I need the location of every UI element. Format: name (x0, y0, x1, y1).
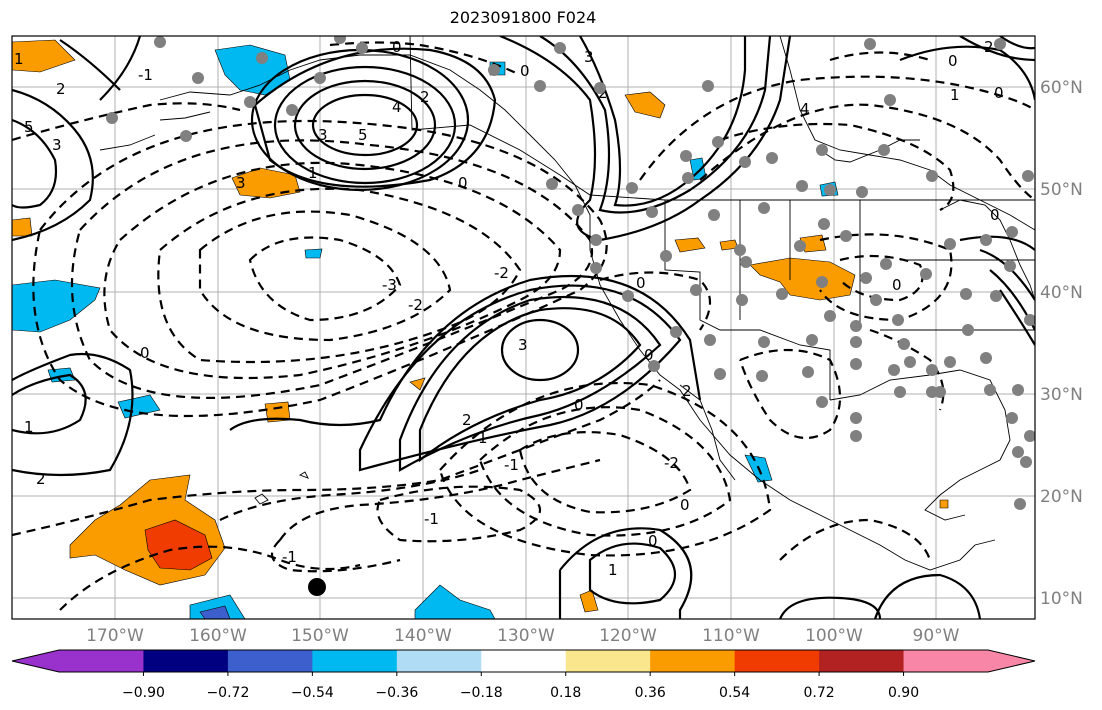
svg-text:0: 0 (990, 206, 1000, 224)
svg-text:3: 3 (236, 174, 246, 192)
colorbar-segment (312, 650, 398, 672)
lon-label: 160°W (189, 626, 247, 646)
lat-label: 10°N (1040, 589, 1083, 609)
colorbar-segment (734, 650, 820, 672)
svg-text:-2: -2 (408, 296, 423, 314)
shaded-anomalies (12, 39, 949, 619)
map-panel: 0 5 4 3 2 0 3 1 0 3 2 -3 -2 -2 3 2 1 0 -… (12, 36, 1035, 619)
colorbar-extend-high (988, 650, 1035, 672)
colorbar-segment (903, 650, 989, 672)
lat-label: 40°N (1040, 283, 1083, 303)
svg-text:0: 0 (392, 38, 402, 56)
svg-text:2: 2 (984, 38, 994, 56)
svg-text:2: 2 (462, 411, 472, 429)
svg-text:4: 4 (392, 98, 402, 116)
colorbar-outline (11, 649, 1036, 673)
svg-text:0: 0 (520, 62, 530, 80)
colorbar-segment (650, 650, 736, 672)
svg-text:0: 0 (644, 346, 654, 364)
svg-text:1: 1 (24, 418, 34, 436)
colorbar-segment (143, 650, 229, 672)
map-frame (11, 35, 1036, 620)
lon-label: 170°W (86, 626, 144, 646)
svg-text:3: 3 (518, 336, 528, 354)
colorbar-extend-low (12, 650, 59, 672)
colorbar-segment (819, 650, 905, 672)
colorbar-tick-label: −0.72 (206, 685, 249, 701)
svg-text:-1: -1 (282, 548, 297, 566)
station-markers (106, 36, 1035, 510)
colorbar-segment (227, 650, 313, 672)
svg-text:1: 1 (950, 86, 960, 104)
svg-text:-1: -1 (504, 456, 519, 474)
lon-label: 150°W (291, 626, 349, 646)
svg-text:2: 2 (56, 80, 66, 98)
svg-text:3: 3 (318, 126, 328, 144)
negative-contours (12, 41, 1035, 611)
lon-label: 120°W (599, 626, 657, 646)
svg-text:0: 0 (948, 52, 958, 70)
colorbar-tick-label: 0.72 (804, 685, 835, 701)
lon-label: 140°W (394, 626, 452, 646)
lon-label: 130°W (497, 626, 555, 646)
svg-text:-1: -1 (424, 510, 439, 528)
lat-label: 50°N (1040, 180, 1083, 200)
svg-text:0: 0 (574, 396, 584, 414)
svg-text:-2: -2 (494, 264, 509, 282)
svg-text:0: 0 (648, 532, 658, 550)
svg-text:3: 3 (52, 136, 62, 154)
svg-text:3: 3 (584, 48, 594, 66)
marker-dot (308, 578, 326, 596)
lat-label: 20°N (1040, 487, 1083, 507)
longitude-labels: 170°W 160°W 150°W 140°W 130°W 120°W 110°… (86, 626, 960, 646)
colorbar-tick-label: −0.18 (460, 685, 503, 701)
svg-text:0: 0 (140, 344, 150, 362)
lat-label: 30°N (1040, 385, 1083, 405)
lon-label: 110°W (702, 626, 760, 646)
svg-text:5: 5 (24, 118, 34, 136)
lon-label: 100°W (805, 626, 863, 646)
colorbar-segment (565, 650, 651, 672)
colorbar-tick-label: 0.36 (635, 685, 666, 701)
contour-labels: 0 5 4 3 2 0 3 1 0 3 2 -3 -2 -2 3 2 1 0 -… (14, 38, 1004, 579)
colorbar-segment (59, 650, 144, 672)
svg-text:4: 4 (800, 100, 810, 118)
svg-text:2: 2 (36, 470, 46, 488)
svg-text:2: 2 (420, 88, 430, 106)
svg-text:2: 2 (682, 382, 692, 400)
latitude-labels: 60°N 50°N 40°N 30°N 20°N 10°N (1040, 78, 1083, 609)
colorbar-tick-label: 0.18 (550, 685, 581, 701)
colorbar-tick-label: −0.36 (375, 685, 418, 701)
coastlines (99, 36, 1035, 571)
colorbar-tick-label: 0.90 (888, 685, 919, 701)
svg-text:-1: -1 (138, 66, 153, 84)
svg-text:0: 0 (680, 496, 690, 514)
svg-text:1: 1 (14, 50, 24, 68)
colorbar-segment (481, 650, 567, 672)
svg-text:1: 1 (308, 164, 318, 182)
svg-text:5: 5 (358, 126, 368, 144)
map-title: 2023091800 F024 (449, 8, 597, 27)
svg-text:0: 0 (994, 84, 1004, 102)
colorbar-tick-label: −0.54 (291, 685, 334, 701)
svg-text:0: 0 (892, 276, 902, 294)
colorbar-segment (396, 650, 482, 672)
svg-text:-2: -2 (664, 454, 679, 472)
svg-text:-3: -3 (382, 276, 397, 294)
svg-text:1: 1 (478, 429, 488, 447)
colorbar-tick-label: −0.90 (122, 685, 165, 701)
svg-text:1: 1 (608, 561, 618, 579)
svg-text:0: 0 (458, 174, 468, 192)
lat-label: 60°N (1040, 78, 1083, 98)
lon-label: 90°W (913, 626, 960, 646)
colorbar: −0.90 −0.72 −0.54 −0.36 −0.18 0.18 0.36 0.54 0.7… (11, 649, 1036, 701)
svg-text:0: 0 (636, 274, 646, 292)
colorbar-tick-label: 0.54 (719, 685, 750, 701)
